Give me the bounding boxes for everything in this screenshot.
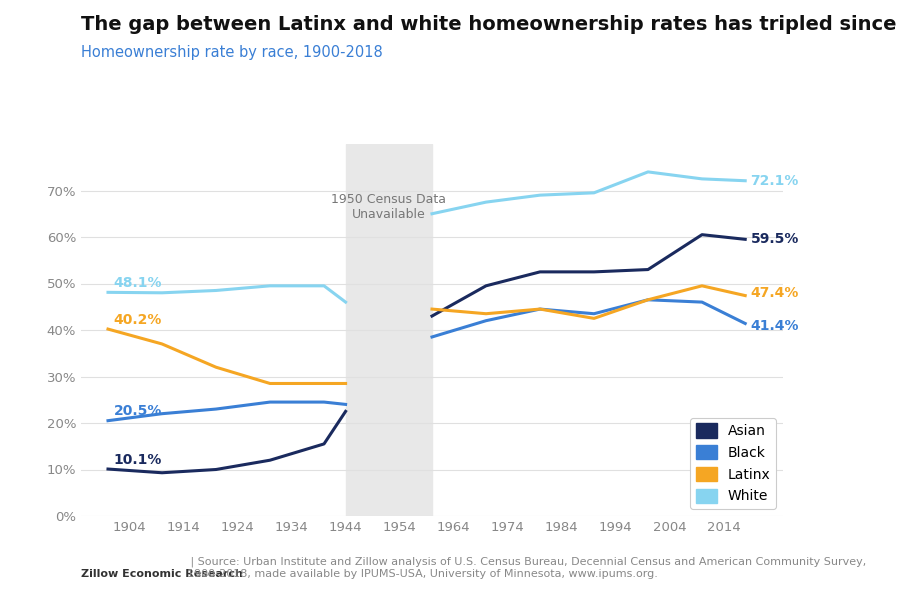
Text: 20.5%: 20.5%	[113, 404, 162, 418]
Text: Zillow Economic Research: Zillow Economic Research	[81, 569, 243, 579]
Text: 47.4%: 47.4%	[751, 286, 799, 300]
Text: | Source: Urban Institute and Zillow analysis of U.S. Census Bureau, Decennial C: | Source: Urban Institute and Zillow ana…	[187, 557, 867, 579]
Text: 72.1%: 72.1%	[751, 174, 799, 188]
Text: 1950 Census Data
Unavailable: 1950 Census Data Unavailable	[331, 193, 446, 221]
Text: 41.4%: 41.4%	[751, 319, 799, 333]
Text: 10.1%: 10.1%	[113, 453, 162, 467]
Bar	[346, 144, 432, 516]
Text: 59.5%: 59.5%	[751, 232, 799, 247]
Legend: Asian, Black, Latinx, White: Asian, Black, Latinx, White	[690, 418, 776, 509]
Text: 40.2%: 40.2%	[113, 313, 162, 327]
Text: The gap between Latinx and white homeownership rates has tripled since 1900: The gap between Latinx and white homeown…	[81, 15, 900, 34]
Text: Homeownership rate by race, 1900-2018: Homeownership rate by race, 1900-2018	[81, 45, 382, 60]
Text: 48.1%: 48.1%	[113, 276, 162, 290]
